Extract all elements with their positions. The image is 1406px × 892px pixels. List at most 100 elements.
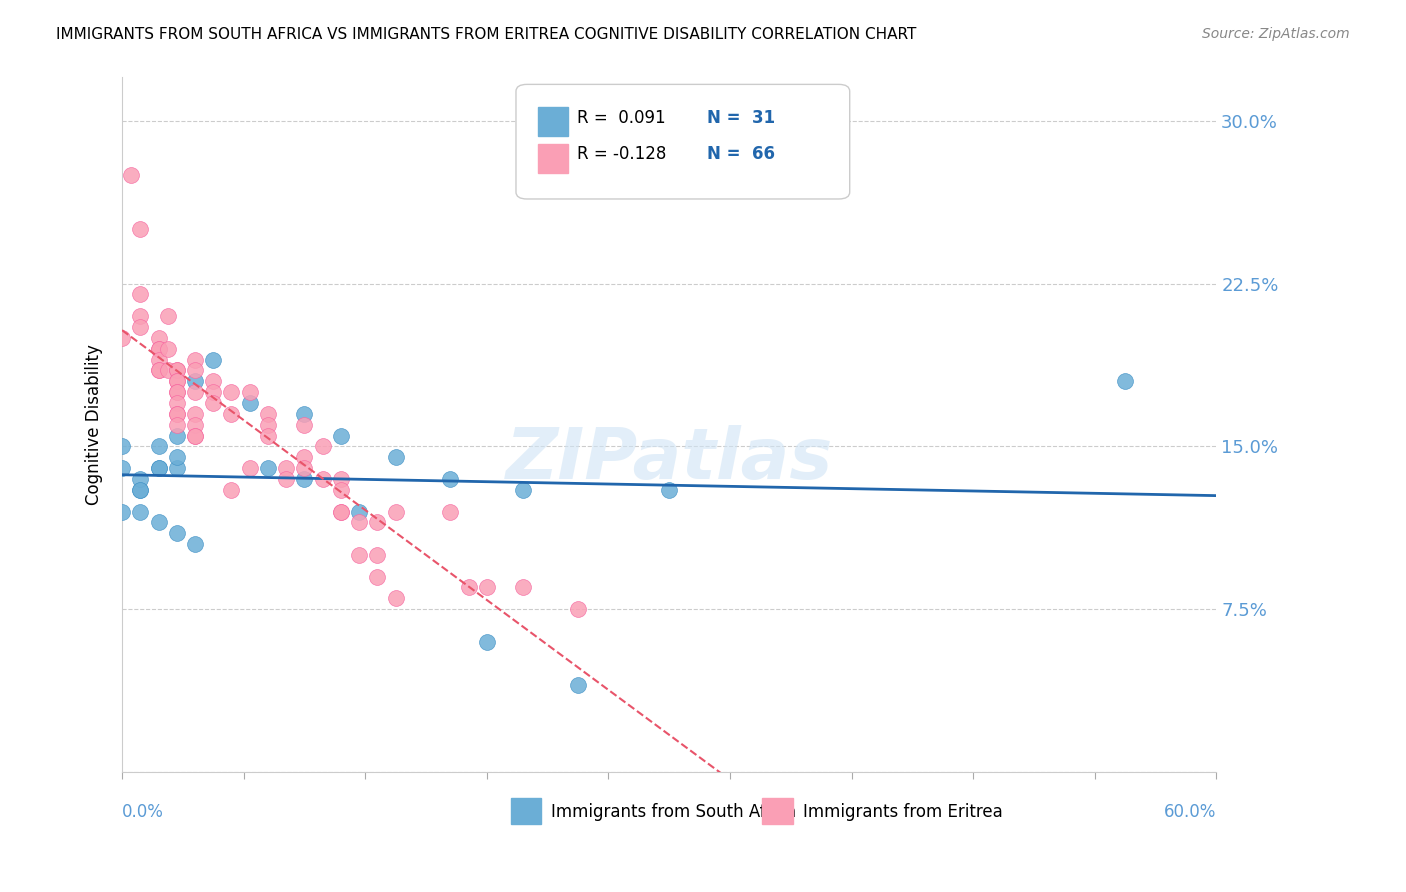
Point: [294, 407, 316, 421]
Point: [294, 461, 316, 475]
Point: [294, 450, 316, 465]
Point: [111, 439, 134, 453]
Point: [329, 472, 352, 486]
Point: [111, 331, 134, 345]
Point: [347, 548, 370, 562]
Text: IMMIGRANTS FROM SOUTH AFRICA VS IMMIGRANTS FROM ERITREA COGNITIVE DISABILITY COR: IMMIGRANTS FROM SOUTH AFRICA VS IMMIGRAN…: [56, 27, 917, 42]
Point: [276, 461, 298, 475]
Point: [202, 374, 225, 388]
Point: [129, 309, 152, 323]
Point: [347, 516, 370, 530]
Point: [148, 516, 170, 530]
Point: [202, 396, 225, 410]
Point: [166, 385, 188, 400]
Point: [166, 450, 188, 465]
Text: Immigrants from Eritrea: Immigrants from Eritrea: [803, 803, 1002, 821]
Point: [366, 569, 388, 583]
Point: [148, 363, 170, 377]
Point: [457, 581, 479, 595]
Text: R =  0.091: R = 0.091: [578, 109, 666, 127]
Point: [184, 407, 207, 421]
Point: [239, 461, 262, 475]
Point: [120, 168, 142, 182]
Point: [439, 472, 461, 486]
Point: [257, 461, 280, 475]
Point: [184, 374, 207, 388]
Point: [221, 407, 243, 421]
Point: [366, 516, 388, 530]
Point: [166, 374, 188, 388]
Point: [329, 483, 352, 497]
Point: [184, 428, 207, 442]
Y-axis label: Cognitive Disability: Cognitive Disability: [86, 344, 103, 505]
Point: [148, 342, 170, 356]
Point: [148, 331, 170, 345]
Point: [475, 634, 498, 648]
Point: [329, 504, 352, 518]
FancyBboxPatch shape: [516, 85, 849, 199]
Point: [329, 504, 352, 518]
Point: [166, 526, 188, 541]
Point: [129, 222, 152, 236]
Point: [439, 504, 461, 518]
Point: [148, 439, 170, 453]
Point: [148, 461, 170, 475]
Point: [166, 407, 188, 421]
Point: [512, 581, 534, 595]
Point: [148, 342, 170, 356]
Point: [184, 428, 207, 442]
Point: [166, 385, 188, 400]
Text: 60.0%: 60.0%: [1164, 803, 1216, 822]
Text: N =  66: N = 66: [707, 145, 776, 163]
Point: [276, 472, 298, 486]
Point: [384, 450, 406, 465]
Point: [148, 363, 170, 377]
Point: [221, 385, 243, 400]
Point: [111, 461, 134, 475]
Point: [184, 417, 207, 432]
Point: [148, 461, 170, 475]
Point: [184, 363, 207, 377]
Point: [257, 407, 280, 421]
Text: Immigrants from South Africa: Immigrants from South Africa: [551, 803, 796, 821]
Point: [129, 504, 152, 518]
Point: [311, 439, 333, 453]
Text: R = -0.128: R = -0.128: [578, 145, 666, 163]
Point: [156, 342, 179, 356]
Bar: [538, 107, 568, 136]
Point: [166, 396, 188, 410]
Point: [239, 396, 262, 410]
Point: [567, 678, 589, 692]
Point: [257, 417, 280, 432]
Point: [658, 483, 681, 497]
Text: 0.0%: 0.0%: [122, 803, 165, 822]
Point: [384, 591, 406, 606]
Point: [129, 483, 152, 497]
Point: [129, 472, 152, 486]
Point: [202, 352, 225, 367]
Point: [329, 428, 352, 442]
Text: N =  31: N = 31: [707, 109, 776, 127]
Point: [129, 287, 152, 301]
Point: [475, 581, 498, 595]
Point: [202, 385, 225, 400]
Point: [129, 483, 152, 497]
Point: [166, 428, 188, 442]
Point: [257, 428, 280, 442]
Point: [156, 363, 179, 377]
Point: [384, 504, 406, 518]
Point: [1114, 374, 1136, 388]
Point: [166, 417, 188, 432]
Bar: [510, 797, 541, 824]
Bar: [538, 145, 568, 173]
Text: ZIPatlas: ZIPatlas: [506, 425, 832, 494]
Point: [294, 472, 316, 486]
Point: [111, 504, 134, 518]
Point: [239, 385, 262, 400]
Point: [311, 472, 333, 486]
Point: [166, 461, 188, 475]
Point: [148, 352, 170, 367]
Point: [129, 320, 152, 334]
Point: [294, 417, 316, 432]
Point: [184, 537, 207, 551]
